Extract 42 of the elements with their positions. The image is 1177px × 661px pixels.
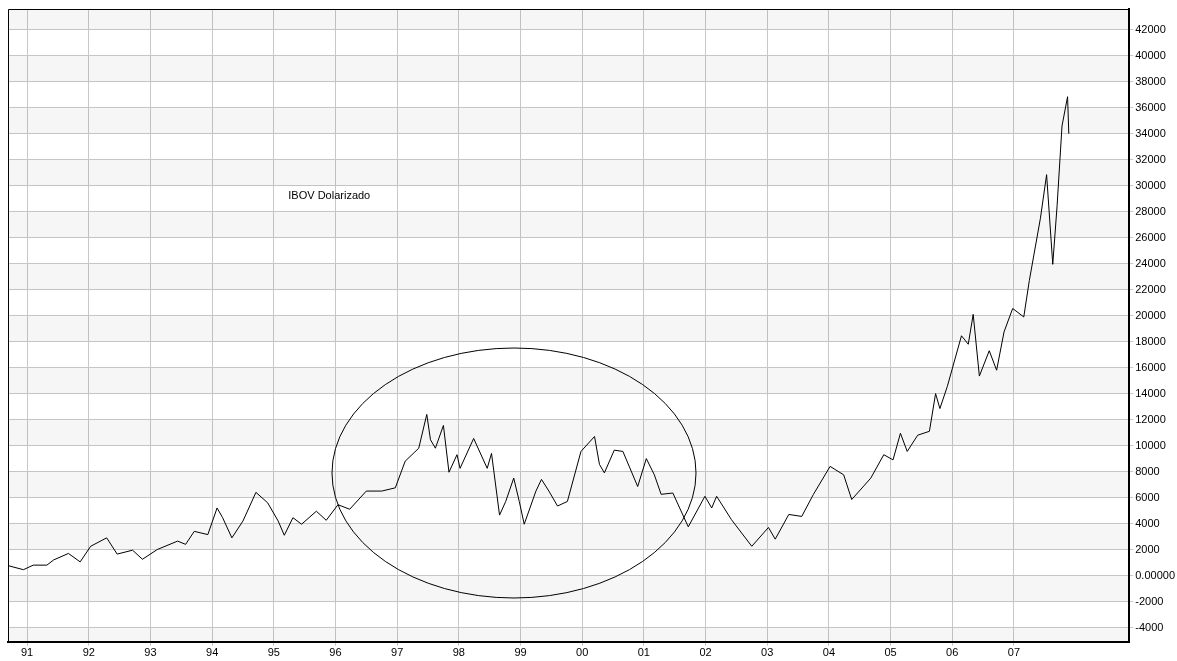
y-tick-label: 26000 bbox=[1135, 230, 1166, 243]
x-tick-label: 97 bbox=[391, 646, 404, 659]
x-tick-label: 04 bbox=[822, 646, 836, 659]
y-tick-label: 32000 bbox=[1135, 152, 1166, 165]
text: IBOV Dolarizado bbox=[288, 188, 371, 201]
y-tick-label: 14000 bbox=[1135, 386, 1166, 399]
y-tick-label: 38000 bbox=[1135, 74, 1166, 87]
y-tick-label: 0.00000 bbox=[1135, 568, 1175, 581]
x-tick-label: 07 bbox=[1007, 646, 1021, 659]
y-tick-label: 36000 bbox=[1135, 100, 1166, 113]
x-tick-label: 06 bbox=[946, 646, 959, 659]
y-tick-label: 22000 bbox=[1135, 282, 1166, 295]
y-tick-label: 34000 bbox=[1135, 126, 1166, 139]
x-tick-label: 95 bbox=[267, 646, 280, 659]
x-tick-label: 99 bbox=[514, 646, 527, 659]
x-tick-label: 01 bbox=[637, 646, 650, 659]
y-tick-label: 28000 bbox=[1135, 204, 1166, 217]
y-tick-label: 12000 bbox=[1135, 412, 1166, 425]
y-tick-label: 6000 bbox=[1135, 490, 1160, 503]
y-tick-label: 20000 bbox=[1135, 308, 1166, 321]
x-tick-label: 94 bbox=[206, 646, 219, 659]
x-tick-label: 91 bbox=[20, 646, 34, 659]
y-tick-label: -2000 bbox=[1135, 594, 1164, 607]
x-tick-label: 00 bbox=[576, 646, 589, 659]
x-tick-label: 02 bbox=[699, 646, 712, 659]
y-tick-label: 42000 bbox=[1135, 22, 1166, 35]
y-tick-label: 8000 bbox=[1135, 464, 1160, 477]
y-tick-label: -4000 bbox=[1135, 620, 1164, 633]
y-tick-label: 10000 bbox=[1135, 438, 1166, 451]
x-tick-label: 93 bbox=[144, 646, 157, 659]
y-tick-label: 24000 bbox=[1135, 256, 1166, 269]
y-tick-label: 40000 bbox=[1135, 48, 1166, 61]
x-tick-label: 92 bbox=[82, 646, 95, 659]
y-tick-label: 2000 bbox=[1135, 542, 1160, 555]
x-tick-label: 05 bbox=[884, 646, 897, 659]
y-tick-label: 16000 bbox=[1135, 360, 1166, 373]
x-tick-label: 03 bbox=[761, 646, 774, 659]
y-tick-label: 4000 bbox=[1135, 516, 1160, 529]
y-tick-label: 30000 bbox=[1135, 178, 1166, 191]
y-tick-label: 18000 bbox=[1135, 334, 1166, 347]
x-tick-label: 96 bbox=[329, 646, 342, 659]
x-tick-label: 98 bbox=[452, 646, 465, 659]
